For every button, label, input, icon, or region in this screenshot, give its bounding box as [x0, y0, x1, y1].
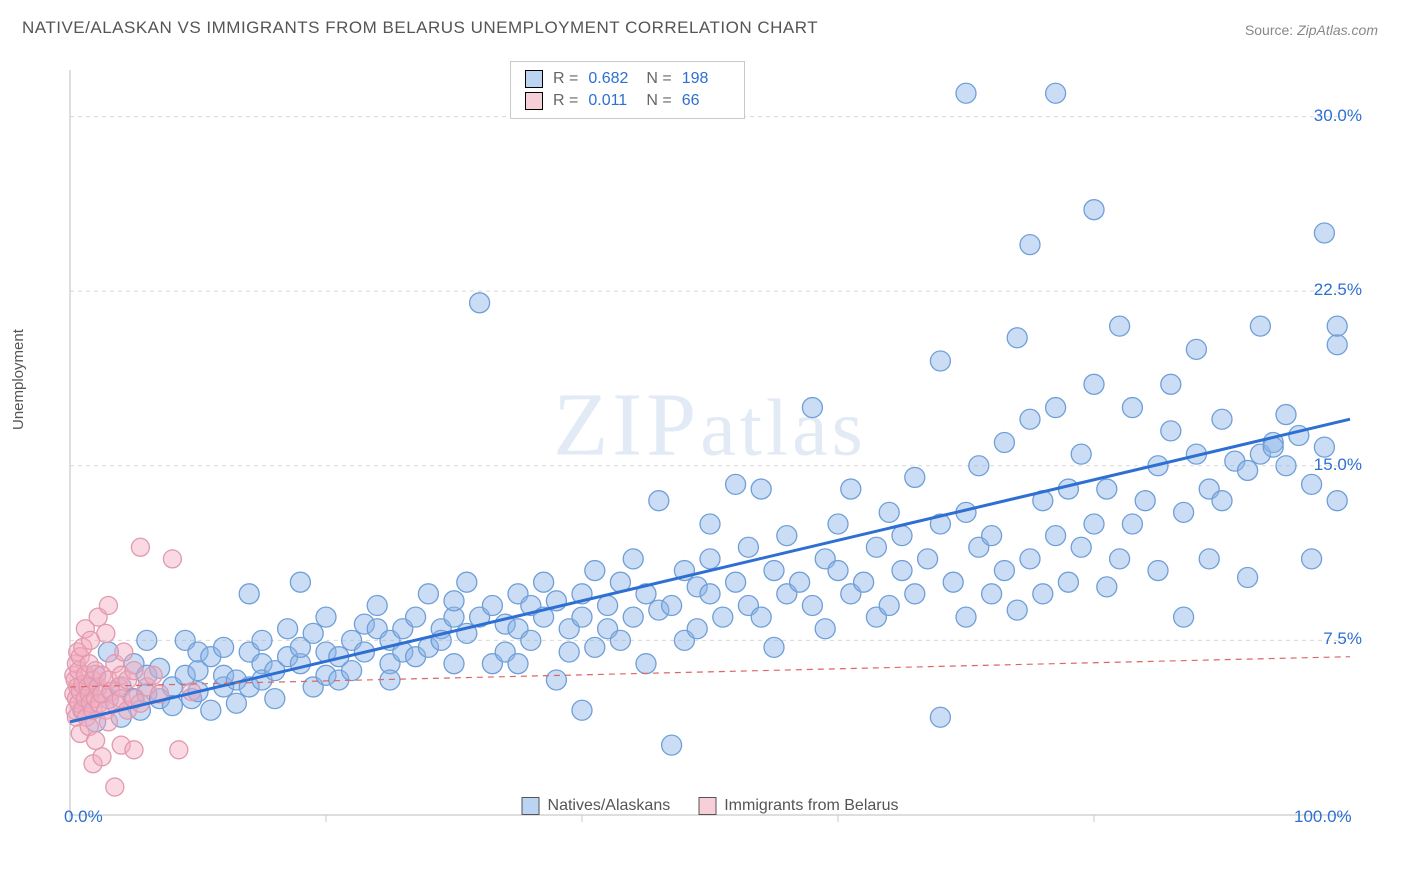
stat-key: N =: [646, 90, 671, 112]
stat-key: N =: [646, 68, 671, 90]
series-legend: Natives/Alaskans Immigrants from Belarus: [522, 797, 899, 815]
legend-item: Natives/Alaskans: [522, 797, 671, 815]
chart-title: NATIVE/ALASKAN VS IMMIGRANTS FROM BELARU…: [22, 18, 818, 38]
swatch-icon: [525, 70, 543, 88]
source-value: ZipAtlas.com: [1297, 22, 1378, 38]
y-axis-tick: 22.5%: [1314, 280, 1362, 300]
stat-key: R =: [553, 90, 578, 112]
stat-key: R =: [553, 68, 578, 90]
source-credit: Source: ZipAtlas.com: [1245, 22, 1378, 38]
source-label: Source:: [1245, 22, 1293, 38]
swatch-icon: [522, 797, 540, 815]
legend-row: R = 0.682 N = 198: [525, 68, 730, 90]
scatter-plot-svg: [50, 55, 1370, 825]
swatch-icon: [525, 92, 543, 110]
stat-value: 0.682: [588, 68, 636, 90]
swatch-icon: [698, 797, 716, 815]
legend-item: Immigrants from Belarus: [698, 797, 898, 815]
stat-value: 0.011: [588, 90, 636, 112]
stat-value: 66: [682, 90, 730, 112]
correlation-legend: R = 0.682 N = 198 R = 0.011 N = 66: [510, 61, 745, 119]
y-axis-tick: 30.0%: [1314, 106, 1362, 126]
y-axis-tick: 15.0%: [1314, 455, 1362, 475]
stat-value: 198: [682, 68, 730, 90]
y-axis-tick: 7.5%: [1323, 629, 1362, 649]
x-axis-tick: 0.0%: [64, 807, 103, 827]
chart-area: R = 0.682 N = 198 R = 0.011 N = 66 ZIPat…: [50, 55, 1370, 825]
y-axis-label: Unemployment: [10, 329, 27, 430]
legend-label: Natives/Alaskans: [548, 797, 671, 815]
legend-row: R = 0.011 N = 66: [525, 90, 730, 112]
legend-label: Immigrants from Belarus: [724, 797, 898, 815]
x-axis-tick: 100.0%: [1294, 807, 1352, 827]
